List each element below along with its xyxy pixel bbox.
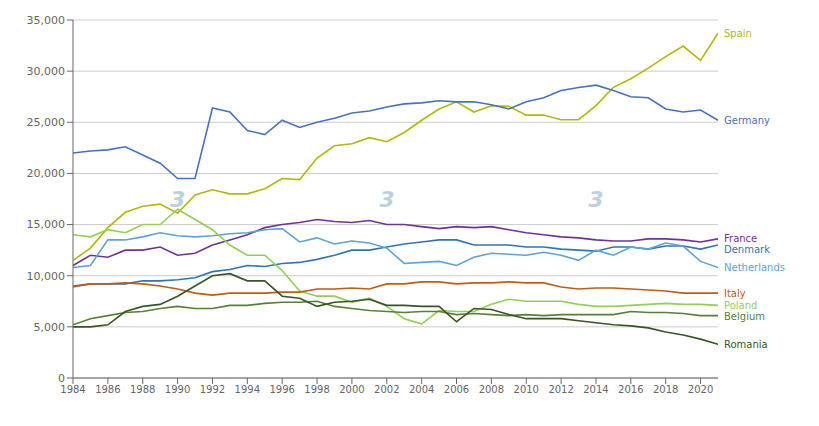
svg-text:2016: 2016 [618,384,643,395]
svg-text:Romania: Romania [724,339,768,350]
svg-text:2006: 2006 [444,384,469,395]
svg-text:3: 3 [379,187,394,212]
svg-text:1992: 1992 [200,384,225,395]
svg-text:1984: 1984 [60,384,85,395]
svg-text:Spain: Spain [724,28,752,39]
svg-text:Poland: Poland [724,300,757,311]
svg-text:3: 3 [170,187,185,212]
svg-text:1986: 1986 [95,384,120,395]
svg-text:2002: 2002 [374,384,399,395]
svg-text:10,000: 10,000 [27,270,66,283]
svg-text:2010: 2010 [514,384,539,395]
svg-text:1994: 1994 [235,384,260,395]
svg-text:1990: 1990 [165,384,190,395]
svg-text:1996: 1996 [269,384,294,395]
svg-text:2012: 2012 [548,384,573,395]
svg-text:35,000: 35,000 [27,14,66,27]
svg-text:1988: 1988 [130,384,155,395]
svg-text:15,000: 15,000 [27,218,66,231]
svg-text:2004: 2004 [409,384,434,395]
svg-text:France: France [724,233,757,244]
svg-text:2018: 2018 [653,384,678,395]
svg-text:5,000: 5,000 [34,321,66,334]
svg-text:Belgium: Belgium [724,311,765,322]
svg-text:3: 3 [588,187,603,212]
svg-text:Italy: Italy [724,288,746,299]
svg-text:0: 0 [58,372,65,385]
svg-text:2000: 2000 [339,384,364,395]
svg-text:Denmark: Denmark [724,244,770,255]
svg-text:1998: 1998 [304,384,329,395]
svg-text:25,000: 25,000 [27,116,66,129]
svg-text:2008: 2008 [479,384,504,395]
svg-text:2014: 2014 [583,384,608,395]
svg-text:2020: 2020 [688,384,713,395]
svg-text:30,000: 30,000 [27,65,66,78]
svg-text:20,000: 20,000 [27,167,66,180]
svg-text:Germany: Germany [724,115,770,126]
svg-text:Netherlands: Netherlands [724,262,785,273]
